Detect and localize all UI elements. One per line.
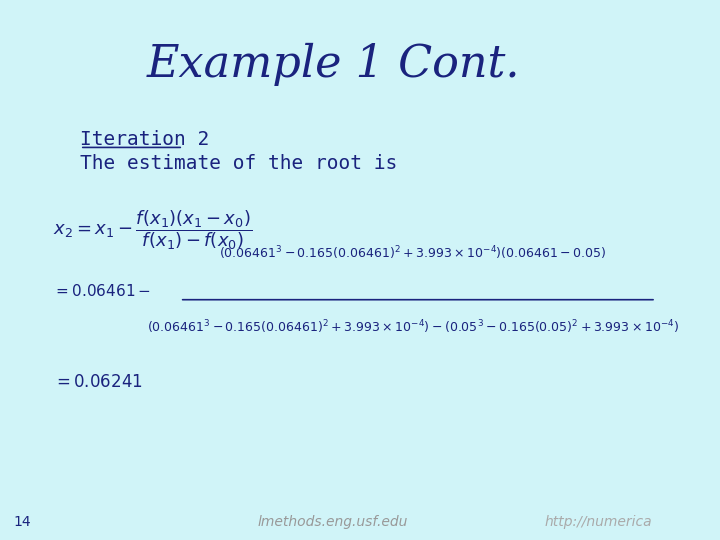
Text: Iteration 2: Iteration 2 (80, 130, 209, 148)
Text: $x_2 = x_1 - \dfrac{f\left(x_1\right)\left(x_1 - x_0\right)}{f\left(x_1\right) -: $x_2 = x_1 - \dfrac{f\left(x_1\right)\le… (53, 208, 252, 252)
Text: 14: 14 (13, 515, 31, 529)
Text: $\left(0.06461^3 - 0.165(0.06461)^2 + 3.993 \times 10^{-4}\right)\left(0.06461 -: $\left(0.06461^3 - 0.165(0.06461)^2 + 3.… (219, 244, 606, 262)
Text: The estimate of the root is: The estimate of the root is (80, 154, 397, 173)
Text: http://numerica: http://numerica (545, 515, 652, 529)
Text: lmethods.eng.usf.edu: lmethods.eng.usf.edu (258, 515, 408, 529)
Text: $= 0.06461 -$: $= 0.06461 -$ (53, 284, 151, 300)
Text: Example 1 Cont.: Example 1 Cont. (146, 43, 520, 86)
Text: $= 0.06241$: $= 0.06241$ (53, 373, 143, 390)
Text: $\left(0.06461^3 - 0.165(0.06461)^2 + 3.993 \times 10^{-4}\right) - \left(0.05^3: $\left(0.06461^3 - 0.165(0.06461)^2 + 3.… (147, 319, 679, 336)
